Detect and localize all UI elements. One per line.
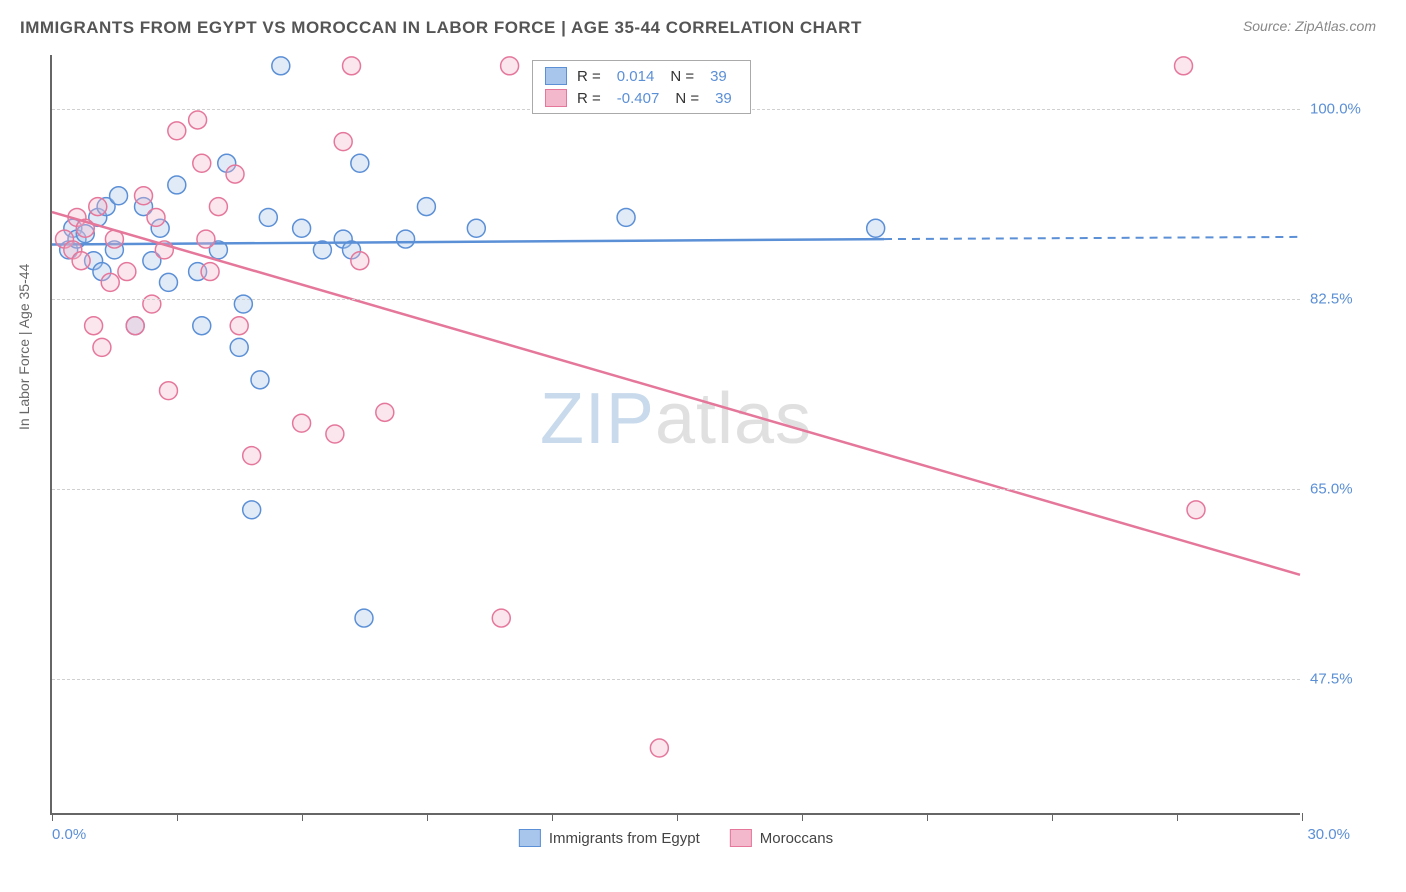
x-tick-label: 30.0% [1307,826,1350,843]
scatter-point-moroccan [230,317,248,335]
swatch-egypt [545,67,567,85]
x-tick-label: 0.0% [52,826,86,843]
legend-row-moroccan: R = -0.407 N = 39 [545,87,738,109]
gridline-h [52,679,1300,680]
scatter-point-moroccan [89,198,107,216]
scatter-point-moroccan [343,57,361,75]
scatter-point-egypt [251,371,269,389]
scatter-point-moroccan [135,187,153,205]
n-label: N = [670,68,694,85]
trendline-moroccan [52,212,1300,575]
chart-svg [52,55,1300,813]
scatter-point-egypt [230,338,248,356]
plot-area: ZIPatlas R = 0.014 N = 39 R = -0.407 N =… [50,55,1300,815]
scatter-point-egypt [617,208,635,226]
legend-row-egypt: R = 0.014 N = 39 [545,65,738,87]
scatter-point-moroccan [209,198,227,216]
scatter-point-egypt [272,57,290,75]
scatter-point-egypt [168,176,186,194]
gridline-h [52,489,1300,490]
series-label-moroccan: Moroccans [760,830,833,847]
scatter-point-egypt [417,198,435,216]
scatter-point-moroccan [147,208,165,226]
scatter-point-moroccan [159,382,177,400]
scatter-point-moroccan [351,252,369,270]
scatter-point-egypt [355,609,373,627]
n-value-egypt: 39 [710,68,727,85]
gridline-h [52,299,1300,300]
scatter-point-egypt [234,295,252,313]
x-tick [677,813,678,821]
scatter-point-moroccan [189,111,207,129]
swatch-egypt-bottom [519,829,541,847]
scatter-point-moroccan [226,165,244,183]
scatter-point-moroccan [85,317,103,335]
scatter-point-moroccan [118,263,136,281]
scatter-point-moroccan [243,447,261,465]
n-label: N = [675,90,699,107]
scatter-point-egypt [867,219,885,237]
legend-item-egypt: Immigrants from Egypt [519,829,700,847]
source-attribution: Source: ZipAtlas.com [1243,18,1376,34]
x-tick [1177,813,1178,821]
scatter-point-egypt [159,273,177,291]
scatter-point-moroccan [93,338,111,356]
x-tick [1302,813,1303,821]
chart-title: IMMIGRANTS FROM EGYPT VS MOROCCAN IN LAB… [20,18,862,38]
scatter-point-moroccan [650,739,668,757]
scatter-point-moroccan [501,57,519,75]
swatch-moroccan [545,89,567,107]
scatter-point-moroccan [72,252,90,270]
scatter-point-moroccan [101,273,119,291]
scatter-point-moroccan [293,414,311,432]
scatter-point-egypt [259,208,277,226]
r-label: R = [577,68,601,85]
x-tick [1052,813,1053,821]
x-tick [427,813,428,821]
scatter-point-moroccan [334,133,352,151]
scatter-point-moroccan [1187,501,1205,519]
scatter-point-egypt [351,154,369,172]
r-label: R = [577,90,601,107]
trendline-egypt [52,239,884,244]
scatter-point-moroccan [1175,57,1193,75]
scatter-point-egypt [293,219,311,237]
x-tick [52,813,53,821]
y-tick-label: 100.0% [1310,101,1380,118]
scatter-point-egypt [397,230,415,248]
scatter-point-egypt [110,187,128,205]
n-value-moroccan: 39 [715,90,732,107]
scatter-point-moroccan [193,154,211,172]
scatter-point-moroccan [201,263,219,281]
series-label-egypt: Immigrants from Egypt [549,830,700,847]
x-tick [302,813,303,821]
scatter-point-egypt [243,501,261,519]
scatter-point-moroccan [326,425,344,443]
scatter-point-moroccan [376,403,394,421]
scatter-point-moroccan [143,295,161,313]
scatter-point-moroccan [126,317,144,335]
y-axis-label: In Labor Force | Age 35-44 [16,264,32,430]
trendline-dash-egypt [884,237,1300,239]
scatter-point-egypt [467,219,485,237]
y-tick-label: 82.5% [1310,291,1380,308]
y-tick-label: 47.5% [1310,671,1380,688]
series-legend: Immigrants from Egypt Moroccans [519,829,833,847]
legend-item-moroccan: Moroccans [730,829,833,847]
x-tick [802,813,803,821]
r-value-egypt: 0.014 [617,68,655,85]
correlation-legend: R = 0.014 N = 39 R = -0.407 N = 39 [532,60,751,114]
x-tick [177,813,178,821]
r-value-moroccan: -0.407 [617,90,660,107]
scatter-point-moroccan [168,122,186,140]
scatter-point-egypt [193,317,211,335]
x-tick [552,813,553,821]
x-tick [927,813,928,821]
y-tick-label: 65.0% [1310,481,1380,498]
scatter-point-moroccan [197,230,215,248]
swatch-moroccan-bottom [730,829,752,847]
scatter-point-moroccan [492,609,510,627]
